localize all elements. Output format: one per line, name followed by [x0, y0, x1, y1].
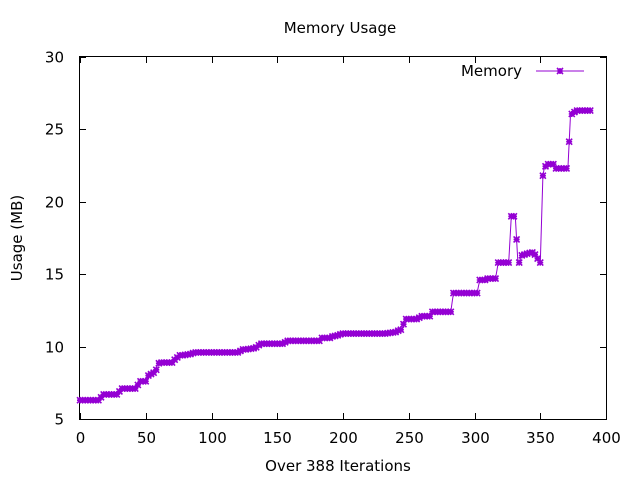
plot-area-border — [79, 56, 607, 420]
data-point-0-196 — [334, 331, 342, 339]
data-point-0-190 — [326, 334, 334, 342]
y-tick-label-1: 10 — [45, 339, 64, 357]
y-tick-label-3: 20 — [45, 194, 64, 212]
data-point-0-326 — [505, 259, 513, 267]
data-point-0-132 — [250, 344, 258, 352]
legend-marker-memory — [556, 67, 564, 75]
legend-label-memory: Memory — [461, 62, 522, 80]
data-point-0-156 — [281, 338, 289, 346]
data-point-0-42 — [131, 385, 139, 393]
legend-star-memory — [556, 67, 564, 75]
data-point-0-120 — [234, 348, 242, 356]
y-tick-label-0: 5 — [54, 411, 64, 429]
data-point-0-136 — [255, 341, 263, 349]
data-point-0-282 — [447, 308, 455, 316]
data-point-0-308 — [481, 276, 489, 284]
data-point-0-122 — [236, 347, 244, 355]
x-tick-label-2: 100 — [198, 429, 227, 447]
y-tick-label-4: 25 — [45, 121, 64, 139]
data-point-0-352 — [539, 172, 547, 180]
y-tick-label-2: 15 — [45, 266, 64, 284]
data-point-0-244 — [397, 326, 405, 334]
series-line-0 — [80, 110, 591, 401]
x-axis-label: Over 388 Iterations — [265, 457, 411, 475]
x-tick-label-6: 300 — [461, 429, 490, 447]
data-point-0-388 — [586, 107, 594, 115]
data-point-0-332 — [513, 235, 521, 244]
data-point-0-44 — [134, 381, 142, 389]
data-point-0-256 — [413, 315, 421, 323]
data-point-0-370 — [562, 164, 571, 173]
x-tick-label-3: 150 — [263, 429, 292, 447]
data-point-0-350 — [536, 259, 544, 267]
x-tick-label-1: 50 — [137, 429, 156, 447]
legend: Memory — [461, 62, 584, 80]
x-tick-label-5: 250 — [395, 429, 424, 447]
x-tick-label-8: 400 — [592, 429, 621, 447]
data-point-0-52 — [144, 371, 152, 380]
data-point-0-340 — [523, 250, 531, 258]
y-axis: 5 10 15 20 25 30 — [45, 49, 606, 429]
data-point-0-338 — [520, 250, 529, 259]
data-point-0-330 — [510, 212, 518, 220]
x-tick-label-7: 350 — [526, 429, 555, 447]
data-point-0-336 — [518, 251, 526, 259]
data-point-0-58 — [152, 366, 160, 374]
data-point-0-266 — [426, 312, 434, 320]
data-point-0-348 — [534, 254, 542, 263]
y-axis-label: Usage (MB) — [8, 195, 26, 281]
x-axis: 0 50 100 150 200 250 300 350 400 — [76, 57, 621, 447]
data-point-0-302 — [473, 289, 481, 297]
series-layer — [76, 107, 594, 404]
data-point-0-376 — [570, 108, 579, 116]
data-point-0-84 — [186, 350, 195, 358]
y-tick-label-5: 30 — [45, 49, 64, 67]
x-tick-label-0: 0 — [76, 429, 86, 447]
data-point-0-360 — [549, 160, 557, 168]
data-point-0-154 — [278, 340, 287, 348]
data-point-0-242 — [394, 327, 402, 335]
data-point-0-346 — [531, 250, 539, 259]
data-point-0-334 — [515, 259, 523, 267]
data-point-0-246 — [399, 320, 408, 328]
data-point-0-50 — [142, 377, 150, 385]
data-point-0-240 — [392, 328, 400, 336]
data-point-0-316 — [491, 274, 500, 283]
chart-title: Memory Usage — [284, 19, 397, 37]
data-point-0-372 — [565, 138, 573, 146]
x-tick-label-4: 200 — [329, 429, 358, 447]
data-point-0-258 — [415, 314, 423, 322]
data-point-0-54 — [147, 370, 155, 378]
